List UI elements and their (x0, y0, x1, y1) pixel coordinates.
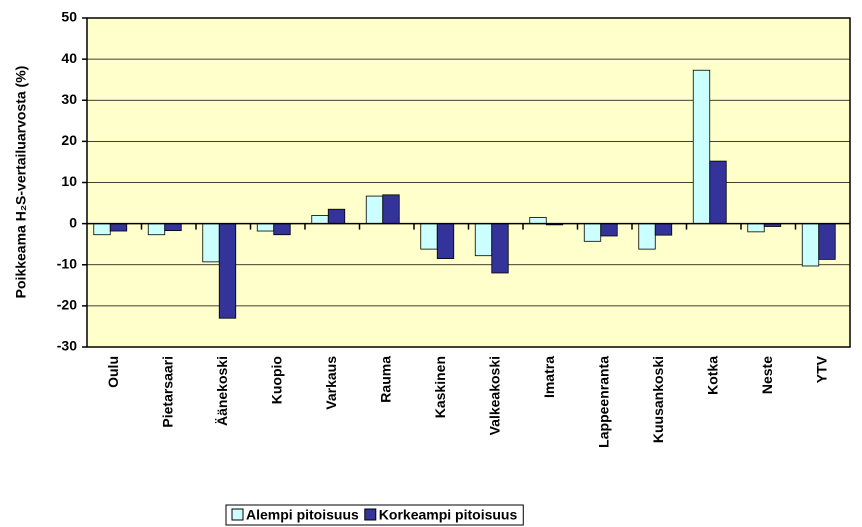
bar (311, 214, 329, 225)
bar (202, 223, 220, 263)
x-tick-label: Neste (759, 356, 775, 394)
y-tick-label: 40 (61, 50, 77, 66)
y-tick-label: 0 (69, 214, 77, 230)
x-tick-label: Rauma (377, 356, 393, 403)
y-tick-label: 10 (61, 173, 77, 189)
bar (273, 223, 291, 236)
bar (529, 217, 547, 225)
bar (93, 223, 111, 236)
y-tick-label: -30 (57, 338, 77, 354)
x-tick-label: Oulu (105, 356, 121, 388)
bar (600, 223, 618, 237)
x-tick-label: Imatra (541, 356, 557, 398)
legend-swatch (364, 508, 377, 521)
bar (218, 223, 237, 319)
x-tick-label: Äänekoski (214, 356, 230, 426)
x-tick-label: Kotka (704, 356, 720, 395)
bar (365, 195, 384, 225)
legend-label: Alempi pitoisuus (246, 507, 359, 523)
legend-swatch (231, 508, 244, 521)
bar (801, 223, 820, 267)
bar (164, 223, 182, 232)
bar (818, 223, 836, 260)
bar (382, 194, 400, 225)
bar (109, 223, 128, 232)
bar (709, 160, 727, 225)
x-tick-label: Kuusankoski (650, 356, 666, 443)
bar (654, 223, 673, 236)
bar (638, 223, 656, 250)
y-tick-label: 50 (61, 9, 77, 25)
y-tick-label: -20 (57, 297, 77, 313)
x-tick-label: Lappeenranta (595, 356, 611, 448)
y-tick-label: 30 (61, 91, 77, 107)
y-tick-label: -10 (57, 255, 77, 271)
x-tick-label: Valkeakoski (486, 356, 502, 435)
bar (420, 223, 438, 250)
bar (583, 223, 602, 242)
x-tick-label: Pietarsaari (159, 356, 175, 428)
legend-label: Korkeampi pitoisuus (379, 507, 518, 523)
bar (747, 223, 765, 233)
bar (474, 223, 493, 257)
bar (327, 208, 346, 225)
y-axis-label: Poikkeama H₂S-vertailuarvosta (%) (13, 66, 29, 299)
bar (147, 223, 166, 236)
bar (256, 223, 275, 232)
bar (436, 223, 455, 259)
bar (692, 69, 711, 225)
x-tick-label: Kuopio (268, 356, 284, 404)
bar (491, 223, 509, 274)
x-tick-label: Varkaus (323, 356, 339, 410)
x-tick-label: YTV (813, 355, 829, 383)
x-tick-label: Kaskinen (432, 356, 448, 418)
y-tick-label: 20 (61, 132, 77, 148)
